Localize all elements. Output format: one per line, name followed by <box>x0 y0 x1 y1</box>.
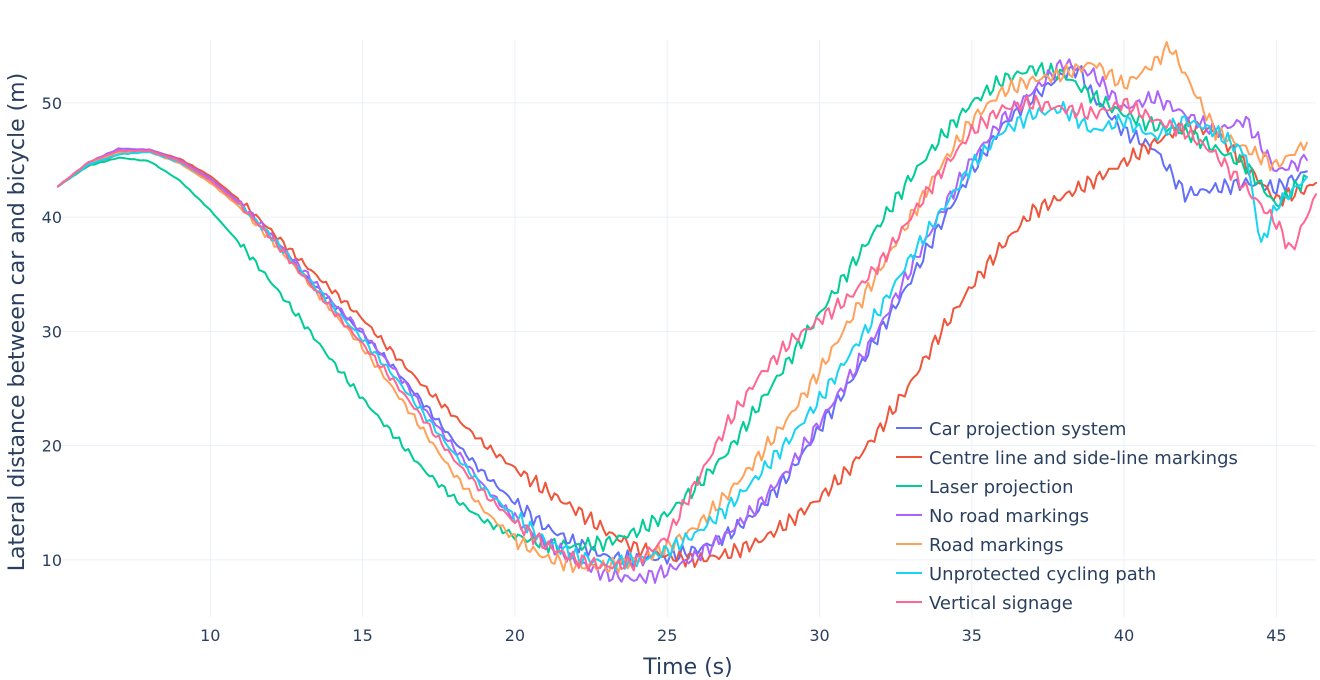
legend-label: Unprotected cycling path <box>929 564 1156 585</box>
series-line-6 <box>57 100 1308 571</box>
legend-item[interactable]: Road markings <box>896 535 1064 556</box>
y-tick-label: 40 <box>42 208 62 227</box>
x-tick-label: 40 <box>1114 626 1134 645</box>
x-tick-label: 15 <box>352 626 372 645</box>
y-tick-label: 10 <box>42 551 62 570</box>
x-axis-ticks: 10 15 20 25 30 35 40 45 <box>200 626 1286 645</box>
legend-item[interactable]: Car projection system <box>896 419 1126 440</box>
y-tick-label: 20 <box>42 437 62 456</box>
series-layer <box>57 41 1317 584</box>
x-tick-label: 25 <box>657 626 677 645</box>
x-tick-label: 45 <box>1266 626 1286 645</box>
y-tick-label: 50 <box>42 94 62 113</box>
legend-label: Laser projection <box>929 477 1074 498</box>
y-tick-label: 30 <box>42 322 62 341</box>
legend-label: Centre line and side-line markings <box>929 448 1238 469</box>
x-tick-label: 35 <box>962 626 982 645</box>
legend-item[interactable]: Unprotected cycling path <box>896 564 1156 585</box>
legend-label: No road markings <box>929 506 1089 527</box>
legend-label: Vertical signage <box>929 593 1073 614</box>
series-line-7 <box>57 94 1317 572</box>
legend-label: Car projection system <box>929 419 1126 440</box>
x-tick-label: 20 <box>505 626 525 645</box>
legend[interactable]: Car projection system Centre line and sid… <box>896 419 1238 614</box>
y-axis-ticks: 10 20 30 40 50 <box>42 94 62 570</box>
legend-item[interactable]: Vertical signage <box>896 593 1073 614</box>
x-tick-label: 10 <box>200 626 220 645</box>
legend-item[interactable]: Centre line and side-line markings <box>896 448 1238 469</box>
legend-item[interactable]: No road markings <box>896 506 1089 527</box>
series-line-5 <box>57 41 1308 574</box>
legend-label: Road markings <box>929 535 1064 556</box>
legend-item[interactable]: Laser projection <box>896 477 1074 498</box>
x-axis-title: Time (s) <box>642 655 732 680</box>
y-gridlines <box>58 102 1316 561</box>
y-axis-title: Lateral distance between car and bicycle… <box>5 73 30 571</box>
x-tick-label: 30 <box>809 626 829 645</box>
